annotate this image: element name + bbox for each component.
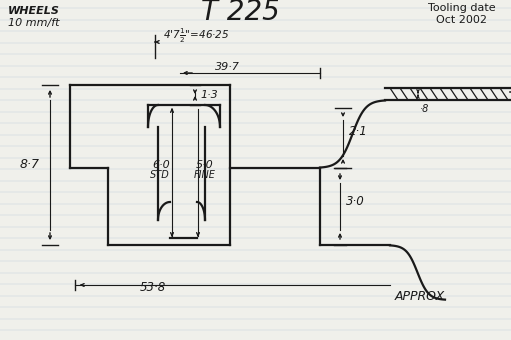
Text: STD: STD: [150, 170, 170, 180]
Text: Oct 2002: Oct 2002: [436, 15, 487, 25]
Text: 5·0: 5·0: [196, 160, 214, 170]
Text: 53·8: 53·8: [140, 281, 166, 294]
Text: ·8: ·8: [420, 104, 429, 114]
Text: 6·0: 6·0: [152, 160, 170, 170]
Text: FINE: FINE: [194, 170, 216, 180]
Text: APPROX: APPROX: [395, 290, 445, 303]
Text: 39·7: 39·7: [215, 62, 240, 72]
Text: 8·7: 8·7: [20, 158, 40, 171]
Text: 4'7$\frac{1}{2}$"=46·25: 4'7$\frac{1}{2}$"=46·25: [163, 27, 229, 45]
Text: Tooling date: Tooling date: [428, 3, 496, 13]
Text: 2·1: 2·1: [349, 125, 368, 138]
Text: 3·0: 3·0: [346, 195, 365, 208]
Text: T 225: T 225: [201, 0, 280, 26]
Text: 1·3: 1·3: [200, 90, 218, 100]
Text: 10 mm/ft: 10 mm/ft: [8, 18, 59, 28]
Text: WHEELS: WHEELS: [8, 6, 60, 16]
